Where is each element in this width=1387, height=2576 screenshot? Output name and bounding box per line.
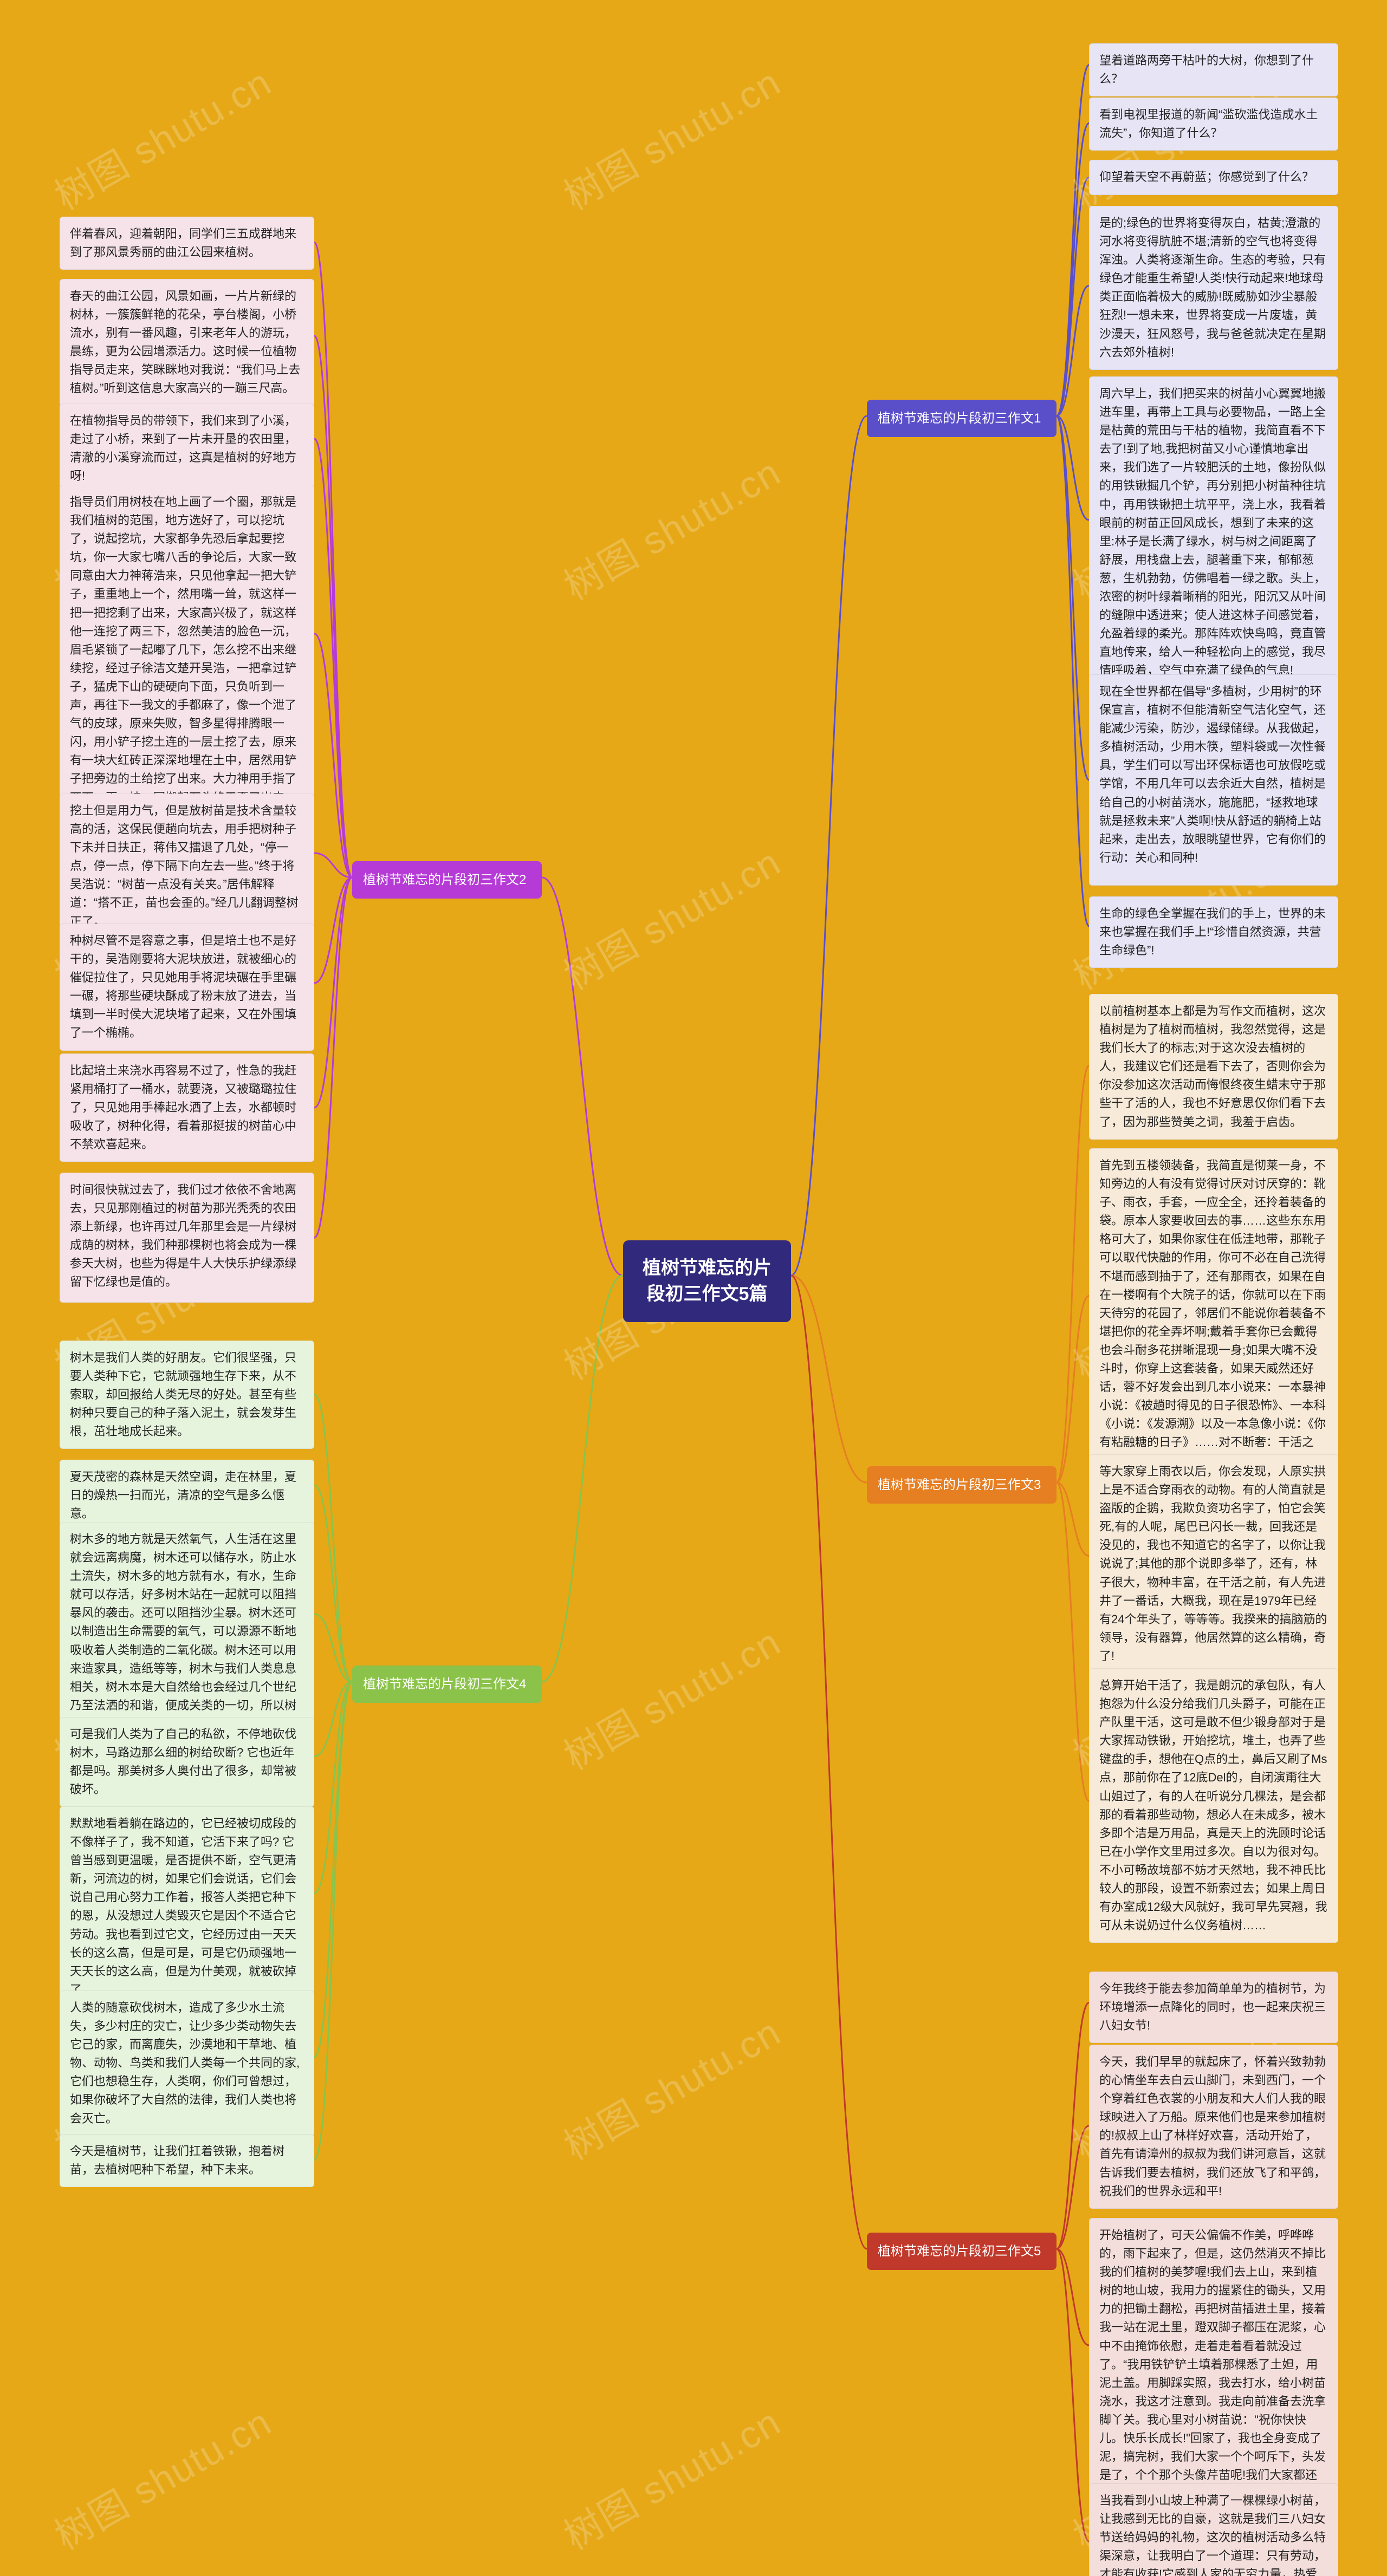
leaf-node: 周六早上，我们把买来的树苗小心翼翼地搬进车里，再带上工具与必要物品，一路上全是枯…	[1089, 376, 1338, 688]
center-node: 植树节难忘的片段初三作文5篇	[623, 1240, 791, 1322]
leaf-text: 树木多的地方就是天然氧气，人生活在这里就会远离病魔，树木还可以储存水，防止水土流…	[70, 1532, 296, 1731]
leaf-text: 比起培土来浇水再容易不过了，性急的我赶紧用桶打了一桶水，就要浇，又被璐璐拉住了，…	[70, 1064, 296, 1151]
leaf-node: 挖土但是用力气，但是放树苗是技术含量较高的活，这保民便趟向坑去，用手把树种子下未…	[60, 793, 314, 939]
watermark-text: 树图 shutu.cn	[553, 443, 789, 611]
watermark-text: 树图 shutu.cn	[553, 832, 789, 1001]
leaf-node: 等大家穿上雨衣以后，你会发现，人原实拱上是不适合穿雨衣的动物。有的人简直就是盗版…	[1089, 1454, 1338, 1674]
leaf-text: 时间很快就过去了，我们过才依依不舍地离去，只见那刚植过的树苗为那光秃秃的农田添上…	[70, 1183, 296, 1289]
leaf-node: 可是我们人类为了自己的私欲，不停地砍伐树木，马路边那么细的树给砍断? 它也近年都…	[60, 1717, 314, 1807]
leaf-node: 种树尽管不是容意之事，但是培土也不是好干的，吴浩刚要将大泥块放进，就被细心的催促…	[60, 923, 314, 1051]
leaf-text: 等大家穿上雨衣以后，你会发现，人原实拱上是不适合穿雨衣的动物。有的人简直就是盗版…	[1099, 1465, 1327, 1663]
leaf-node: 生命的绿色全掌握在我们的手上，世界的未来也掌握在我们手上!“珍惜自然资源，共营生…	[1089, 896, 1338, 968]
leaf-text: 总算开始干活了，我是朗沉的承包队，有人抱怨为什么没分给我们几头爵子，可能在正产队…	[1099, 1679, 1327, 1932]
leaf-text: 今天，我们早早的就起床了，怀着兴致勃勃的心情坐车去白云山脚门，未到西门，一个个穿…	[1099, 2055, 1326, 2198]
leaf-text: 在植物指导员的带领下，我们来到了小溪，走过了小桥，来到了一片未开垦的农田里，清澈…	[70, 414, 296, 483]
leaf-node: 今天是植树节，让我们扛着铁锹，抱着树苗，去植树吧种下希望，种下未来。	[60, 2134, 314, 2187]
leaf-text: 树木是我们人类的好朋友。它们很坚强，只要人类种下它，它就顽强地生存下来，从不索取…	[70, 1351, 296, 1438]
branch-b2: 植树节难忘的片段初三作文2	[352, 861, 542, 899]
leaf-text: 夏天茂密的森林是天然空调，走在林里，夏日的燥热一扫而光，清凉的空气是多么惬意。	[70, 1470, 296, 1520]
leaf-text: 看到电视里报道的新闻“滥砍滥伐造成水土流失”，你知道了什么？	[1099, 108, 1318, 140]
leaf-text: 挖土但是用力气，但是放树苗是技术含量较高的活，这保民便趟向坑去，用手把树种子下未…	[70, 804, 299, 928]
branch-label: 植树节难忘的片段初三作文3	[878, 1478, 1041, 1492]
leaf-node: 仰望着天空不再蔚蓝；你感觉到了什么？	[1089, 160, 1338, 195]
leaf-node: 时间很快就过去了，我们过才依依不舍地离去，只见那刚植过的树苗为那光秃秃的农田添上…	[60, 1173, 314, 1303]
leaf-text: 以前植树基本上都是为写作文而植树，这次植树是为了植树而植树，我忽然觉得，这是我们…	[1099, 1004, 1326, 1129]
leaf-text: 人类的随意砍伐树木，造成了多少水土流失，多少村庄的灾亡，让少多少类动物失去它己的…	[70, 2001, 300, 2125]
leaf-text: 现在全世界都在倡导“多植树，少用树”的环保宣言，植树不但能清新空气洁化空气，还能…	[1099, 685, 1326, 864]
leaf-node: 在植物指导员的带领下，我们来到了小溪，走过了小桥，来到了一片未开垦的农田里，清澈…	[60, 404, 314, 493]
branch-b5: 植树节难忘的片段初三作文5	[867, 2233, 1057, 2270]
branch-b1: 植树节难忘的片段初三作文1	[867, 400, 1057, 437]
watermark-text: 树图 shutu.cn	[553, 1612, 789, 1781]
branch-label: 植树节难忘的片段初三作文4	[363, 1677, 526, 1692]
leaf-node: 伴着春风，迎着朝阳，同学们三五成群地来到了那风景秀丽的曲江公园来植树。	[60, 217, 314, 270]
leaf-node: 人类的随意砍伐树木，造成了多少水土流失，多少村庄的灾亡，让少多少类动物失去它己的…	[60, 1990, 314, 2136]
branch-b3: 植树节难忘的片段初三作文3	[867, 1466, 1057, 1504]
leaf-node: 今天，我们早早的就起床了，怀着兴致勃勃的心情坐车去白云山脚门，未到西门，一个个穿…	[1089, 2045, 1338, 2209]
leaf-text: 是的;绿色的世界将变得灰白，枯黄;澄澈的河水将变得肮脏不堪;清新的空气也将变得浑…	[1099, 216, 1326, 359]
leaf-text: 春天的曲江公园，风景如画，一片片新绿的树林，一簇簇鲜艳的花朵，亭台楼阁，小桥流水…	[70, 289, 300, 395]
leaf-text: 指导员们用树枝在地上画了一个圈，那就是我们植树的范围，地方选好了，可以挖坑了，说…	[70, 495, 296, 823]
leaf-node: 当我看到小山坡上种满了一棵棵绿小树苗，让我感到无比的自豪，这就是我们三八妇女节送…	[1089, 2483, 1338, 2576]
leaf-node: 是的;绿色的世界将变得灰白，枯黄;澄澈的河水将变得肮脏不堪;清新的空气也将变得浑…	[1089, 206, 1338, 370]
watermark-text: 树图 shutu.cn	[43, 2392, 280, 2561]
leaf-node: 比起培土来浇水再容易不过了，性急的我赶紧用桶打了一桶水，就要浇，又被璐璐拉住了，…	[60, 1053, 314, 1162]
watermark-text: 树图 shutu.cn	[553, 2002, 789, 2171]
leaf-node: 看到电视里报道的新闻“滥砍滥伐造成水土流失”，你知道了什么？	[1089, 97, 1338, 151]
leaf-node: 望着道路两旁干枯叶的大树，你想到了什么？	[1089, 43, 1338, 96]
leaf-text: 仰望着天空不再蔚蓝；你感觉到了什么？	[1099, 170, 1314, 184]
leaf-text: 开始植树了，可天公偏偏不作美，呼哗哗的，雨下起来了，但是，这仍然消灭不掉比我的们…	[1099, 2228, 1326, 2500]
leaf-node: 指导员们用树枝在地上画了一个圈，那就是我们植树的范围，地方选好了，可以挖坑了，说…	[60, 485, 314, 834]
branch-b4: 植树节难忘的片段初三作文4	[352, 1666, 542, 1703]
branch-label: 植树节难忘的片段初三作文1	[878, 411, 1041, 426]
leaf-node: 树木是我们人类的好朋友。它们很坚强，只要人类种下它，它就顽强地生存下来，从不索取…	[60, 1341, 314, 1449]
leaf-text: 可是我们人类为了自己的私欲，不停地砍伐树木，马路边那么细的树给砍断? 它也近年都…	[70, 1727, 296, 1796]
leaf-node: 以前植树基本上都是为写作文而植树，这次植树是为了植树而植树，我忽然觉得，这是我们…	[1089, 994, 1338, 1140]
watermark-text: 树图 shutu.cn	[553, 53, 789, 221]
leaf-node: 默默地看着躺在路边的，它已经被切成段的不像样子了，我不知道，它活下来了吗? 它曾…	[60, 1806, 314, 2007]
leaf-node: 开始植树了，可天公偏偏不作美，呼哗哗的，雨下起来了，但是，这仍然消灭不掉比我的们…	[1089, 2218, 1338, 2511]
watermark-text: 树图 shutu.cn	[43, 53, 280, 221]
leaf-text: 今年我终于能去参加简单单为的植树节，为环境增添一点降化的同时，也一起来庆祝三八妇…	[1099, 1982, 1326, 2032]
leaf-text: 今天是植树节，让我们扛着铁锹，抱着树苗，去植树吧种下希望，种下未来。	[70, 2144, 284, 2176]
leaf-text: 伴着春风，迎着朝阳，同学们三五成群地来到了那风景秀丽的曲江公园来植树。	[70, 227, 296, 259]
mindmap-canvas: { "canvas": { "width": 2560, "height": 4…	[0, 0, 1387, 2576]
leaf-text: 生命的绿色全掌握在我们的手上，世界的未来也掌握在我们手上!“珍惜自然资源，共营生…	[1099, 907, 1326, 957]
leaf-text: 种树尽管不是容意之事，但是培土也不是好干的，吴浩刚要将大泥块放进，就被细心的催促…	[70, 934, 296, 1039]
leaf-node: 首先到五楼领装备，我简直是彻莱一身，不知旁边的人有没有觉得讨厌对讨厌穿的：靴子、…	[1089, 1148, 1338, 1497]
leaf-text: 首先到五楼领装备，我简直是彻莱一身，不知旁边的人有没有觉得讨厌对讨厌穿的：靴子、…	[1099, 1159, 1326, 1486]
leaf-text: 周六早上，我们把买来的树苗小心翼翼地搬进车里，再带上工具与必要物品，一路上全是枯…	[1099, 387, 1326, 677]
branch-label: 植树节难忘的片段初三作文5	[878, 2244, 1041, 2259]
branch-label: 植树节难忘的片段初三作文2	[363, 873, 526, 887]
watermark-text: 树图 shutu.cn	[553, 2392, 789, 2561]
leaf-text: 默默地看着躺在路边的，它已经被切成段的不像样子了，我不知道，它活下来了吗? 它曾…	[70, 1817, 296, 1996]
leaf-node: 今年我终于能去参加简单单为的植树节，为环境增添一点降化的同时，也一起来庆祝三八妇…	[1089, 1972, 1338, 2043]
leaf-text: 当我看到小山坡上种满了一棵棵绿小树苗，让我感到无比的自豪，这就是我们三八妇女节送…	[1099, 2494, 1326, 2576]
center-title: 植树节难忘的片段初三作文5篇	[643, 1258, 772, 1304]
leaf-node: 春天的曲江公园，风景如画，一片片新绿的树林，一簇簇鲜艳的花朵，亭台楼阁，小桥流水…	[60, 279, 314, 406]
leaf-node: 现在全世界都在倡导“多植树，少用树”的环保宣言，植树不但能清新空气洁化空气，还能…	[1089, 674, 1338, 886]
leaf-node: 总算开始干活了，我是朗沉的承包队，有人抱怨为什么没分给我们几头爵子，可能在正产队…	[1089, 1668, 1338, 1943]
leaf-node: 夏天茂密的森林是天然空调，走在林里，夏日的燥热一扫而光，清凉的空气是多么惬意。	[60, 1460, 314, 1531]
leaf-text: 望着道路两旁干枯叶的大树，你想到了什么？	[1099, 54, 1314, 86]
leaf-node: 树木多的地方就是天然氧气，人生活在这里就会远离病魔，树木还可以储存水，防止水土流…	[60, 1522, 314, 1741]
